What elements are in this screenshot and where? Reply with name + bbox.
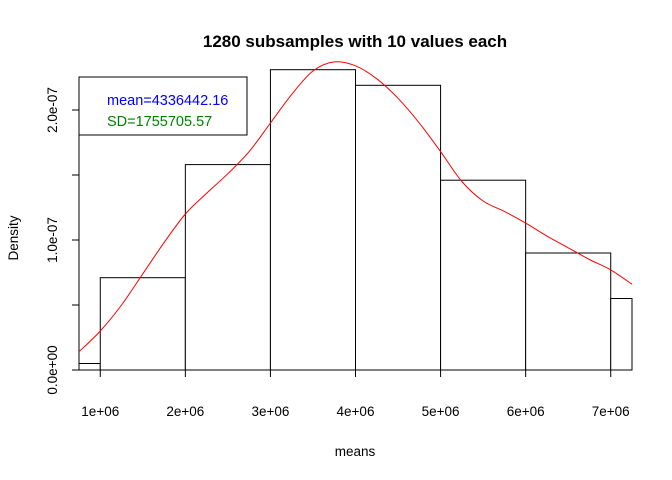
x-axis-label: means	[335, 444, 376, 459]
x-tick-label: 4e+06	[337, 404, 375, 419]
histogram-bar	[269, 69, 356, 371]
chart-title: 1280 subsamples with 10 values each	[203, 32, 507, 51]
histogram-bars	[78, 69, 633, 371]
histogram-bar	[440, 179, 527, 371]
histogram-bar	[99, 277, 186, 371]
histogram-bar	[355, 84, 442, 371]
x-tick-label: 2e+06	[166, 404, 204, 419]
legend-box	[78, 76, 248, 136]
histogram-bar	[78, 363, 101, 371]
legend-mean: mean=4336442.16	[107, 93, 228, 109]
x-tick-label: 5e+06	[422, 404, 460, 419]
x-tick-label: 3e+06	[251, 404, 289, 419]
y-tick-label: 2.0e-07	[45, 87, 60, 133]
legend: mean=4336442.16 SD=1755705.57	[78, 76, 248, 136]
y-tick-label: 0.0e+00	[45, 345, 60, 394]
x-tick-label: 6e+06	[507, 404, 545, 419]
y-tick-label: 1.0e-07	[45, 217, 60, 263]
x-tick-label: 7e+06	[592, 404, 630, 419]
histogram-bar	[610, 298, 633, 371]
density-curve	[78, 61, 633, 353]
x-axis: 1e+06 2e+06 3e+06 4e+06 5e+06 6e+06 7e+06	[79, 369, 632, 419]
y-axis: 0.0e+00 1.0e-07 2.0e-07	[45, 87, 80, 395]
histogram-bar	[184, 164, 271, 371]
histogram-bar	[525, 252, 612, 371]
x-tick-label: 1e+06	[81, 404, 119, 419]
y-axis-label: Density	[6, 215, 21, 260]
legend-sd: SD=1755705.57	[107, 114, 212, 130]
